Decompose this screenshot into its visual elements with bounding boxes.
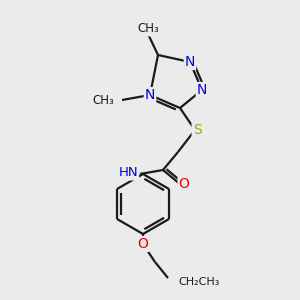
Text: CH₂CH₃: CH₂CH₃ (178, 277, 219, 287)
Text: N: N (185, 55, 195, 69)
Text: CH₃: CH₃ (137, 22, 159, 35)
Text: N: N (145, 88, 155, 102)
Text: O: O (138, 237, 148, 251)
Text: N: N (197, 83, 207, 97)
Text: CH₃: CH₃ (92, 94, 114, 106)
Text: HN: HN (118, 167, 138, 179)
Text: S: S (193, 123, 201, 137)
Text: O: O (178, 177, 189, 191)
